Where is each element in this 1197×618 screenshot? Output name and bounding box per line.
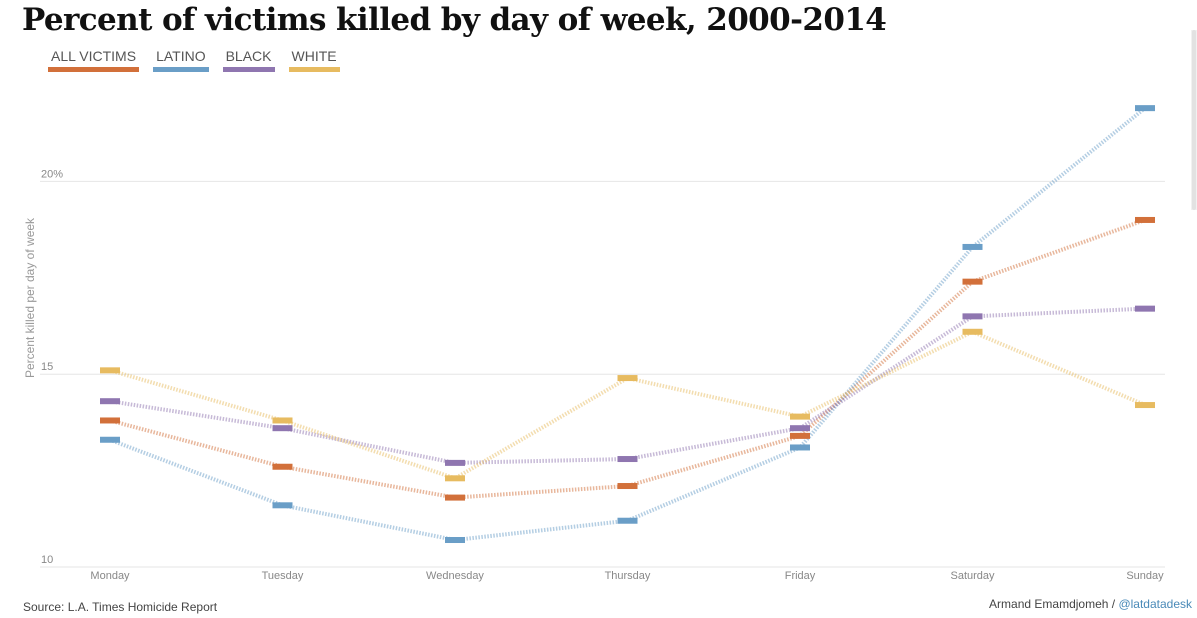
legend-item[interactable]: ALL VICTIMS — [48, 48, 140, 72]
data-point[interactable] — [100, 367, 120, 374]
legend-label: WHITE — [291, 48, 337, 64]
scrollbar[interactable] — [1191, 30, 1197, 210]
legend-label: BLACK — [225, 48, 272, 64]
y-tick-labels: 10 15 20% — [41, 168, 63, 566]
data-point[interactable] — [962, 243, 983, 250]
x-tick-label: Sunday — [1126, 570, 1164, 582]
legend-swatch — [288, 67, 340, 72]
data-point[interactable] — [617, 483, 638, 490]
series-markers — [100, 105, 1155, 544]
data-point[interactable] — [100, 398, 120, 405]
x-tick-label: Friday — [785, 570, 816, 582]
data-point[interactable] — [100, 417, 120, 424]
legend-item[interactable]: BLACK — [222, 48, 275, 72]
x-tick-labels: Monday Tuesday Wednesday Thursday Friday Satu… — [90, 570, 1164, 582]
legend: ALL VICTIMS LATINO BLACK WHITE — [48, 48, 354, 72]
data-point[interactable] — [1135, 402, 1155, 409]
credit-author: Armand Emamdjomeh / — [989, 597, 1119, 611]
data-point[interactable] — [790, 432, 810, 439]
legend-label: LATINO — [156, 48, 206, 64]
y-tick-label: 20% — [41, 168, 63, 180]
data-point[interactable] — [617, 517, 638, 524]
data-point[interactable] — [962, 278, 983, 285]
gridlines — [40, 180, 1165, 568]
y-axis-title: Percent killed per day of week — [23, 217, 37, 378]
credit: Armand Emamdjomeh / @latdatadesk — [989, 597, 1192, 611]
x-tick-label: Saturday — [950, 570, 995, 582]
data-point[interactable] — [445, 494, 465, 501]
data-point[interactable] — [617, 456, 638, 463]
data-point[interactable] — [617, 375, 638, 382]
data-point[interactable] — [445, 475, 465, 482]
legend-item[interactable]: WHITE — [288, 48, 340, 72]
data-point[interactable] — [1135, 216, 1155, 223]
legend-swatch — [222, 67, 275, 72]
series-line — [109, 306, 1146, 465]
data-point[interactable] — [790, 413, 810, 420]
data-point[interactable] — [1135, 305, 1155, 312]
x-tick-label: Thursday — [605, 570, 651, 582]
x-tick-label: Wednesday — [426, 570, 484, 582]
data-point[interactable] — [1135, 105, 1155, 112]
legend-label: ALL VICTIMS — [51, 48, 137, 64]
legend-swatch — [153, 67, 209, 72]
series-line — [109, 106, 1147, 543]
chart-title: Percent of victims killed by day of week… — [22, 2, 887, 38]
credit-twitter-link[interactable]: @latdatadesk — [1118, 597, 1192, 611]
data-point[interactable] — [962, 313, 983, 320]
data-point[interactable] — [790, 425, 810, 432]
data-point[interactable] — [272, 502, 293, 509]
source-note: Source: L.A. Times Homicide Report — [23, 600, 218, 614]
data-point[interactable] — [445, 537, 465, 544]
series-lines — [109, 106, 1147, 543]
data-point[interactable] — [272, 463, 293, 470]
y-tick-label: 10 — [41, 554, 53, 566]
data-point[interactable] — [962, 328, 983, 335]
data-point[interactable] — [790, 444, 810, 451]
data-point[interactable] — [100, 436, 120, 443]
legend-item[interactable]: LATINO — [153, 48, 209, 72]
data-point[interactable] — [272, 425, 293, 432]
y-tick-label: 15 — [41, 361, 53, 373]
x-tick-label: Tuesday — [262, 570, 304, 582]
x-tick-label: Monday — [90, 570, 130, 582]
series-line — [109, 218, 1146, 500]
scrollbar-thumb[interactable] — [1192, 30, 1196, 210]
data-point[interactable] — [272, 417, 293, 424]
legend-swatch — [48, 67, 140, 72]
data-point[interactable] — [445, 459, 465, 466]
